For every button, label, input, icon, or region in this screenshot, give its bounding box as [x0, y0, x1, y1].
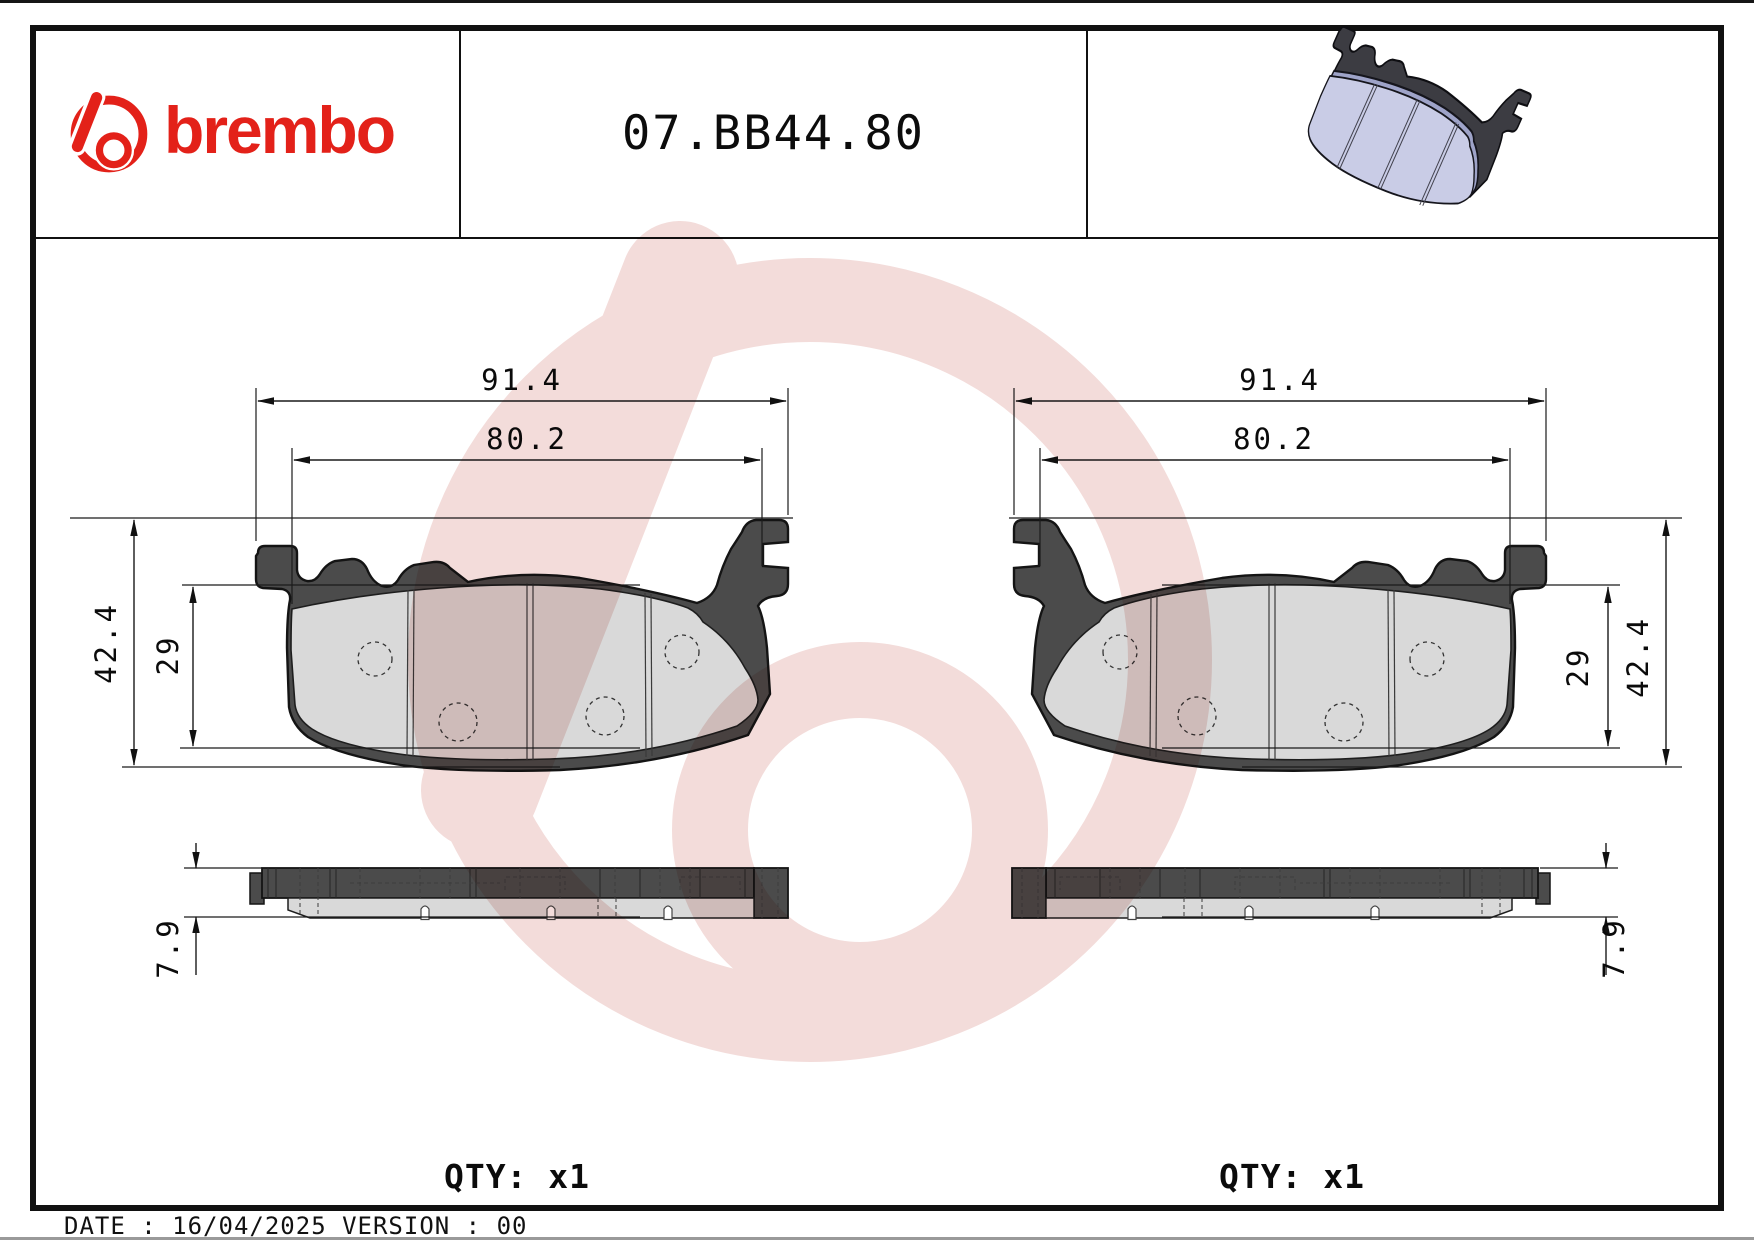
- brake-pad-3d-render: [1290, 11, 1534, 225]
- brembo-logo-icon: [68, 91, 148, 173]
- dim-friction-width-right: 80.2: [1233, 422, 1315, 456]
- dim-thickness-right: 7.9: [1597, 917, 1631, 978]
- right-pad-front-view: [1014, 520, 1546, 771]
- brembo-watermark-icon: [408, 221, 1212, 1062]
- dim-overall-width-right: 91.4: [1239, 363, 1321, 397]
- dim-friction-height-left: 29: [151, 635, 185, 676]
- dim-thickness-left: 7.9: [151, 917, 185, 978]
- header-divider-1: [459, 31, 461, 237]
- dim-friction-height-right: 29: [1561, 647, 1595, 688]
- header-underline: [30, 237, 1724, 239]
- date-version-line: DATE : 16/04/2025 VERSION : 00: [64, 1212, 528, 1240]
- header-divider-2: [1086, 31, 1088, 237]
- brand-logo: brembo: [66, 84, 446, 184]
- part-number: 07.BB44.80: [622, 106, 925, 161]
- page-top-rule: [0, 0, 1754, 3]
- dim-overall-height-left: 42.4: [89, 602, 123, 684]
- drawing-frame: [30, 25, 1724, 1211]
- dim-overall-height-right: 42.4: [1621, 616, 1655, 698]
- quantity-label-left: QTY: x1: [444, 1157, 590, 1196]
- brand-wordmark: brembo: [164, 93, 396, 167]
- page-bottom-rule: [0, 1237, 1754, 1240]
- quantity-label-right: QTY: x1: [1219, 1157, 1365, 1196]
